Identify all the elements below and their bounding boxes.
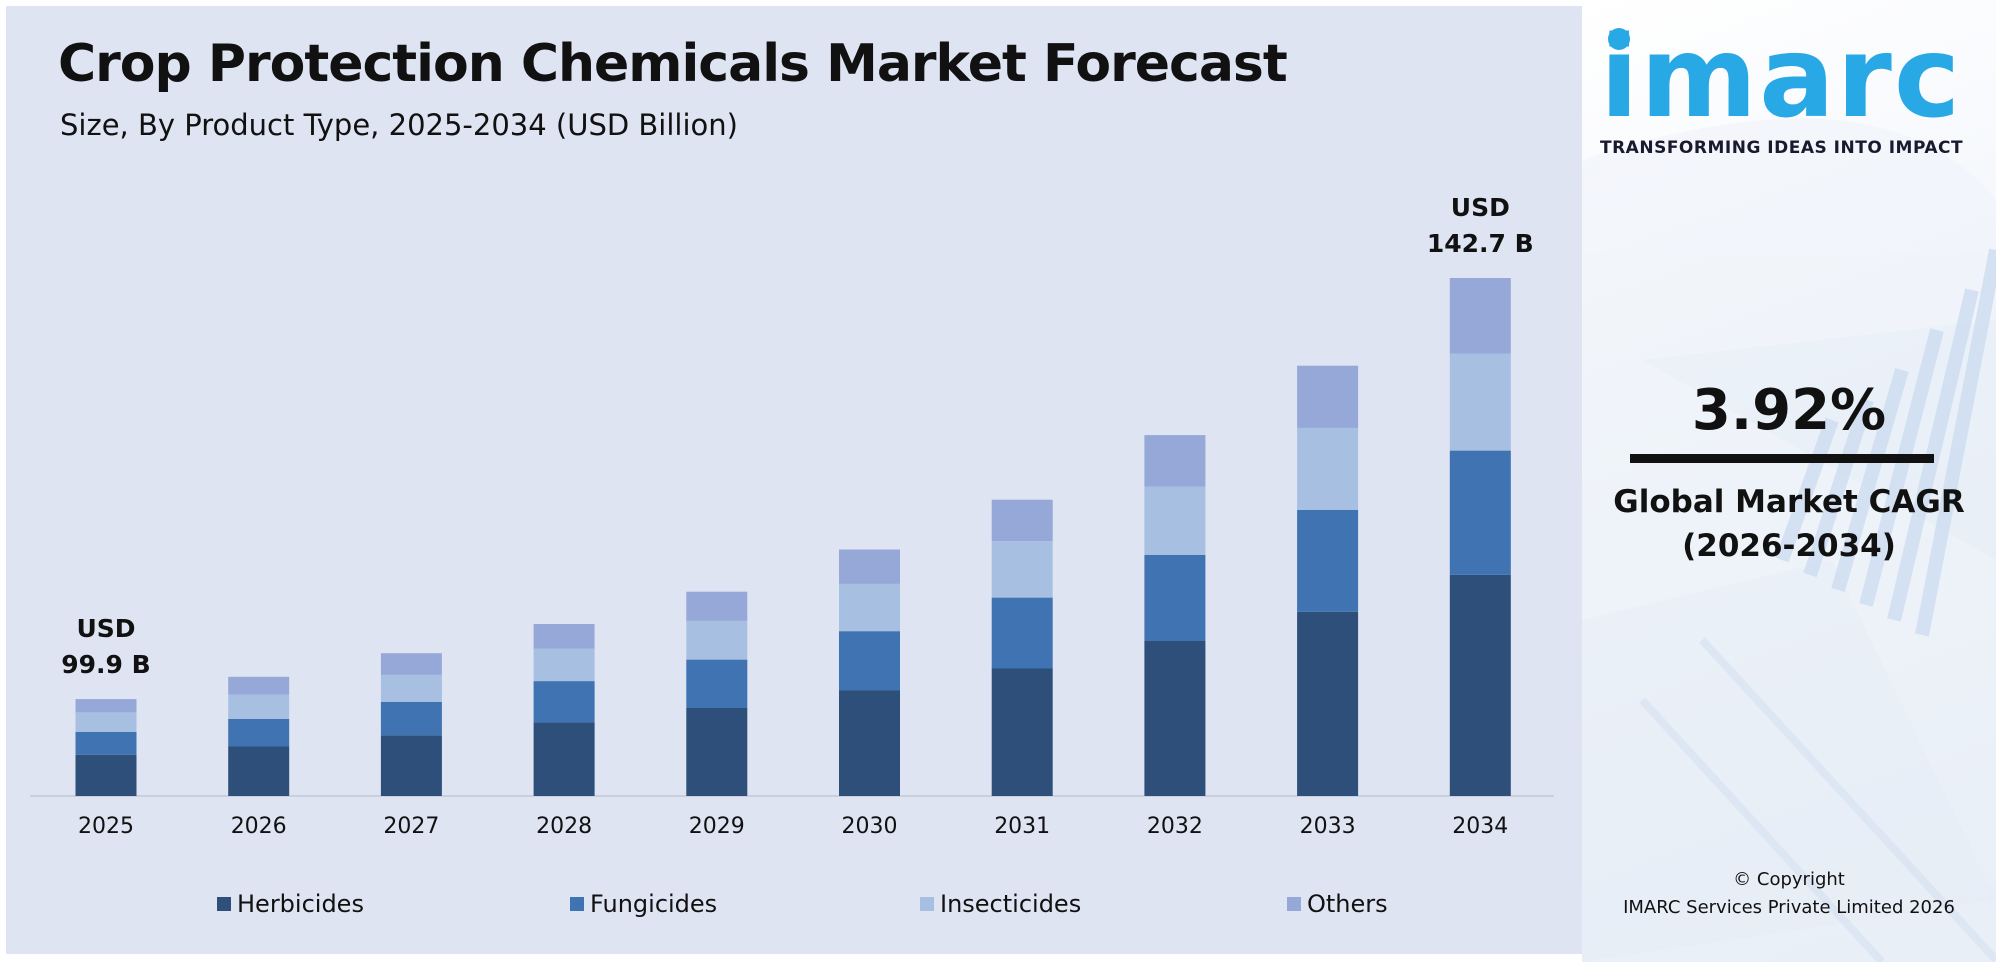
legend-item-fungicides: Fungicides xyxy=(570,890,717,918)
bar-herbicides-2032 xyxy=(1144,641,1206,796)
legend-swatch-herbicides xyxy=(217,897,231,911)
bar-insecticides-2029 xyxy=(686,620,748,660)
bar-others-2031 xyxy=(991,499,1053,542)
data-label-2025-line2: 99.9 B xyxy=(61,650,150,679)
bar-fungicides-2032 xyxy=(1144,554,1206,641)
x-tick-label-2033: 2033 xyxy=(1300,814,1356,839)
bar-others-2033 xyxy=(1297,365,1359,428)
bar-fungicides-2034 xyxy=(1449,450,1511,575)
bar-insecticides-2030 xyxy=(839,583,900,632)
logo-text: imarc xyxy=(1600,13,1963,143)
bar-insecticides-2028 xyxy=(533,648,595,682)
bar-fungicides-2026 xyxy=(228,718,290,747)
bar-others-2027 xyxy=(380,653,442,675)
bar-herbicides-2030 xyxy=(839,690,900,796)
bar-insecticides-2032 xyxy=(1144,486,1206,555)
bar-fungicides-2028 xyxy=(533,681,595,723)
bar-herbicides-2031 xyxy=(991,668,1053,796)
bar-herbicides-2026 xyxy=(228,746,290,796)
x-tick-label-2026: 2026 xyxy=(231,814,287,839)
legend-item-herbicides: Herbicides xyxy=(217,890,364,918)
bar-others-2030 xyxy=(839,549,900,584)
x-tick-label-2027: 2027 xyxy=(383,814,439,839)
chart-panel: Crop Protection Chemicals Market Forecas… xyxy=(6,6,1582,954)
legend-item-insecticides: Insecticides xyxy=(920,890,1081,918)
bar-insecticides-2033 xyxy=(1297,427,1359,510)
bar-others-2028 xyxy=(533,624,595,649)
legend-swatch-fungicides xyxy=(570,897,584,911)
cagr-label-line1: Global Market CAGR xyxy=(1613,484,1965,520)
legend-label-fungicides: Fungicides xyxy=(590,890,718,918)
bar-others-2034 xyxy=(1449,278,1511,354)
data-label-2034-line2: 142.7 B xyxy=(1427,229,1534,258)
bar-fungicides-2031 xyxy=(991,597,1053,669)
x-tick-label-2034: 2034 xyxy=(1452,814,1508,839)
bar-others-2029 xyxy=(686,591,748,621)
x-tick-label-2031: 2031 xyxy=(994,814,1050,839)
logo-tagline: TRANSFORMING IDEAS INTO IMPACT xyxy=(1600,138,1964,158)
bar-insecticides-2034 xyxy=(1449,353,1511,451)
legend-swatch-insecticides xyxy=(920,897,934,911)
x-tick-label-2030: 2030 xyxy=(842,814,898,839)
bar-insecticides-2026 xyxy=(228,694,290,719)
background-chart-graphic xyxy=(1582,118,1996,962)
copyright-line1: © Copyright xyxy=(1733,869,1845,890)
bar-herbicides-2027 xyxy=(380,735,442,796)
legend-item-others: Others xyxy=(1287,890,1388,918)
bar-insecticides-2027 xyxy=(380,674,442,702)
copyright-notice: © Copyright IMARC Services Private Limit… xyxy=(1582,866,1996,922)
bar-herbicides-2025 xyxy=(75,754,137,796)
chart-subtitle: Size, By Product Type, 2025-2034 (USD Bi… xyxy=(60,108,738,142)
chart-legend: Herbicides Fungicides Insecticides Other… xyxy=(6,890,1582,920)
legend-label-others: Others xyxy=(1307,890,1388,918)
legend-label-insecticides: Insecticides xyxy=(940,890,1082,918)
bar-fungicides-2029 xyxy=(686,659,748,708)
bar-others-2025 xyxy=(75,699,137,713)
data-label-2025-line1: USD xyxy=(76,614,135,643)
side-panel: imarc TRANSFORMING IDEAS INTO IMPACT 3.9… xyxy=(1582,0,1996,962)
bar-others-2032 xyxy=(1144,435,1206,487)
x-tick-label-2025: 2025 xyxy=(78,814,134,839)
data-label-2034-line1: USD xyxy=(1451,193,1510,222)
cagr-divider xyxy=(1630,454,1934,463)
bar-fungicides-2030 xyxy=(839,631,900,691)
bar-herbicides-2034 xyxy=(1449,574,1511,796)
bar-chart: 2025 2026 2027 2028 2029 2030 2031 2032 2033 2034… xyxy=(30,193,1554,839)
imarc-logo: imarc TRANSFORMING IDEAS INTO IMPACT xyxy=(1600,22,1980,158)
cagr-label: Global Market CAGR (2026-2034) xyxy=(1582,480,1996,568)
logo-wordmark: imarc xyxy=(1600,22,1962,134)
bar-herbicides-2033 xyxy=(1297,612,1359,796)
x-tick-label-2032: 2032 xyxy=(1147,814,1203,839)
copyright-line2: IMARC Services Private Limited 2026 xyxy=(1623,897,1955,918)
cagr-label-line2: (2026-2034) xyxy=(1682,528,1896,564)
x-tick-label-2028: 2028 xyxy=(536,814,592,839)
bar-insecticides-2031 xyxy=(991,541,1053,598)
bar-herbicides-2029 xyxy=(686,708,748,796)
chart-title: Crop Protection Chemicals Market Forecas… xyxy=(58,34,1288,94)
bar-fungicides-2033 xyxy=(1297,510,1359,612)
cagr-value: 3.92% xyxy=(1691,378,1887,443)
bar-fungicides-2025 xyxy=(75,731,137,755)
bar-herbicides-2028 xyxy=(533,722,595,796)
legend-swatch-others xyxy=(1287,897,1301,911)
logo-dot-icon xyxy=(1608,28,1630,50)
bar-fungicides-2027 xyxy=(380,701,442,736)
x-tick-label-2029: 2029 xyxy=(689,814,745,839)
bar-insecticides-2025 xyxy=(75,712,137,732)
bar-others-2026 xyxy=(228,676,290,695)
legend-label-herbicides: Herbicides xyxy=(237,890,364,918)
